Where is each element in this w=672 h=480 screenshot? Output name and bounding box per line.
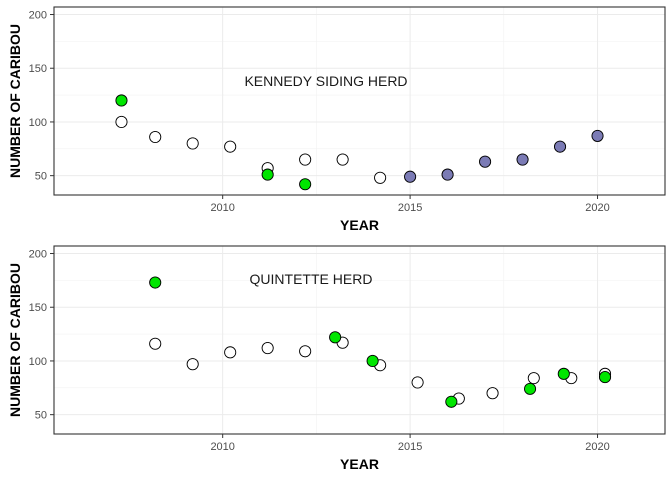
- y-tick-label: 100: [29, 356, 47, 368]
- y-tick-label: 100: [29, 117, 47, 129]
- data-point: [445, 395, 458, 408]
- x-tick-label: 2020: [585, 202, 609, 214]
- data-point: [441, 168, 454, 181]
- y-tick-label: 200: [29, 249, 47, 261]
- data-point: [336, 153, 349, 166]
- data-point: [591, 129, 604, 142]
- data-point: [299, 178, 312, 191]
- data-point: [527, 372, 540, 385]
- data-point: [261, 168, 274, 181]
- data-point: [186, 358, 199, 371]
- x-tick-label: 2015: [398, 441, 422, 453]
- data-point: [149, 130, 162, 144]
- chart-panel-kennedy: 50 100 150 200 2010 2015 2020 YEAR NUMBER OF CAR…: [7, 6, 666, 233]
- plot-area: [54, 7, 665, 195]
- herd-annotation: QUINTETTE HERD: [250, 271, 373, 287]
- data-point: [115, 94, 128, 107]
- data-point: [329, 331, 342, 344]
- panel-border: [53, 245, 666, 435]
- y-tick-label: 200: [29, 10, 47, 22]
- x-tick-label: 2010: [210, 441, 234, 453]
- data-point: [404, 170, 417, 183]
- data-point: [115, 115, 128, 128]
- data-point: [374, 171, 387, 184]
- data-point: [486, 387, 499, 400]
- data-point: [299, 345, 312, 358]
- data-point: [557, 367, 570, 380]
- data-point: [524, 382, 537, 395]
- data-point: [553, 140, 567, 153]
- data-point: [224, 346, 237, 359]
- chart-panel-quintette: 50 100 150 200 2010 2015 2020 YEAR NUMBER OF CAR…: [7, 245, 666, 472]
- data-point: [186, 137, 199, 150]
- data-point: [299, 153, 312, 166]
- y-tick-label: 50: [35, 410, 47, 422]
- x-tick-label: 2010: [210, 202, 234, 214]
- data-point: [224, 140, 237, 153]
- data-point: [261, 342, 274, 355]
- panel-border: [53, 6, 666, 196]
- y-tick-label: 150: [29, 302, 47, 314]
- x-axis-title: YEAR: [340, 217, 379, 233]
- data-point: [411, 376, 424, 389]
- data-point: [366, 354, 379, 367]
- y-axis-title: NUMBER OF CARIBOU: [7, 263, 23, 417]
- x-tick-label: 2020: [585, 441, 609, 453]
- data-point: [516, 153, 529, 166]
- data-point: [479, 155, 492, 168]
- y-axis-title: NUMBER OF CARIBOU: [7, 24, 23, 178]
- y-tick-label: 50: [35, 171, 47, 183]
- herd-annotation: KENNEDY SIDING HERD: [244, 73, 407, 89]
- data-point: [598, 371, 612, 384]
- y-tick-label: 150: [29, 63, 47, 75]
- x-tick-label: 2015: [398, 202, 422, 214]
- data-point: [149, 276, 162, 289]
- data-point: [149, 337, 162, 350]
- x-axis-title: YEAR: [340, 456, 379, 472]
